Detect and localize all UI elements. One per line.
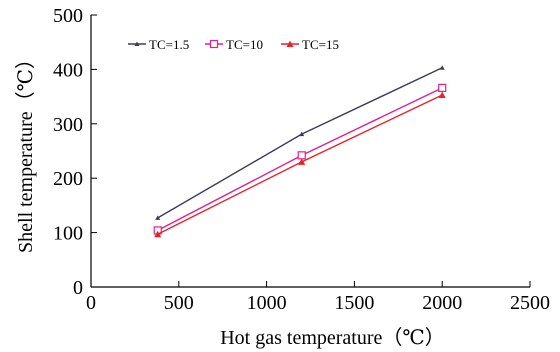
data-point-marker (439, 65, 445, 70)
x-tick-label: 0 (86, 292, 96, 314)
series-1 (155, 65, 445, 220)
y-tick-label: 100 (53, 223, 83, 245)
data-point-marker (209, 39, 219, 49)
series-3 (154, 91, 446, 238)
legend-label: TC=10 (226, 37, 263, 52)
x-axis-ticks: 0 500 1000 1500 2000 2500 (86, 281, 550, 314)
data-point-marker (438, 83, 447, 92)
legend-label: TC=1.5 (149, 37, 189, 52)
x-tick-label: 1500 (334, 292, 374, 314)
legend-label: TC=15 (302, 37, 339, 52)
data-point-marker (438, 91, 446, 98)
y-tick-label: 400 (53, 59, 83, 81)
data-point-marker (134, 41, 140, 46)
y-tick-label: 200 (53, 168, 83, 190)
legend-entry: TC=1.5 (128, 37, 189, 52)
x-tick-label: 2500 (510, 292, 550, 314)
y-tick-label: 500 (53, 5, 83, 27)
data-point-marker (297, 151, 306, 160)
legend-entry: TC=10 (205, 37, 263, 52)
x-tick-label: 2000 (422, 292, 462, 314)
series-line (157, 67, 443, 219)
y-tick-label: 0 (73, 277, 83, 299)
series-layer (153, 65, 447, 238)
data-point-marker (299, 131, 305, 137)
legend-entry: TC=15 (281, 37, 339, 52)
data-point-marker (286, 40, 294, 47)
y-tick-label: 300 (53, 114, 83, 136)
data-point-marker (154, 230, 162, 238)
x-tick-label: 1000 (247, 292, 287, 314)
x-axis-title: Hot gas temperature（℃） (220, 326, 445, 349)
y-axis-ticks: 0 100 200 300 400 500 (53, 5, 97, 299)
series-2 (153, 83, 447, 235)
x-tick-label: 500 (164, 292, 194, 314)
data-point-marker (298, 158, 306, 165)
data-point-marker (155, 215, 161, 220)
axes (90, 15, 530, 288)
y-axis-title: Shell temperature（℃） (14, 49, 37, 253)
legend: TC=1.5 TC=10 TC=15 (128, 37, 339, 52)
